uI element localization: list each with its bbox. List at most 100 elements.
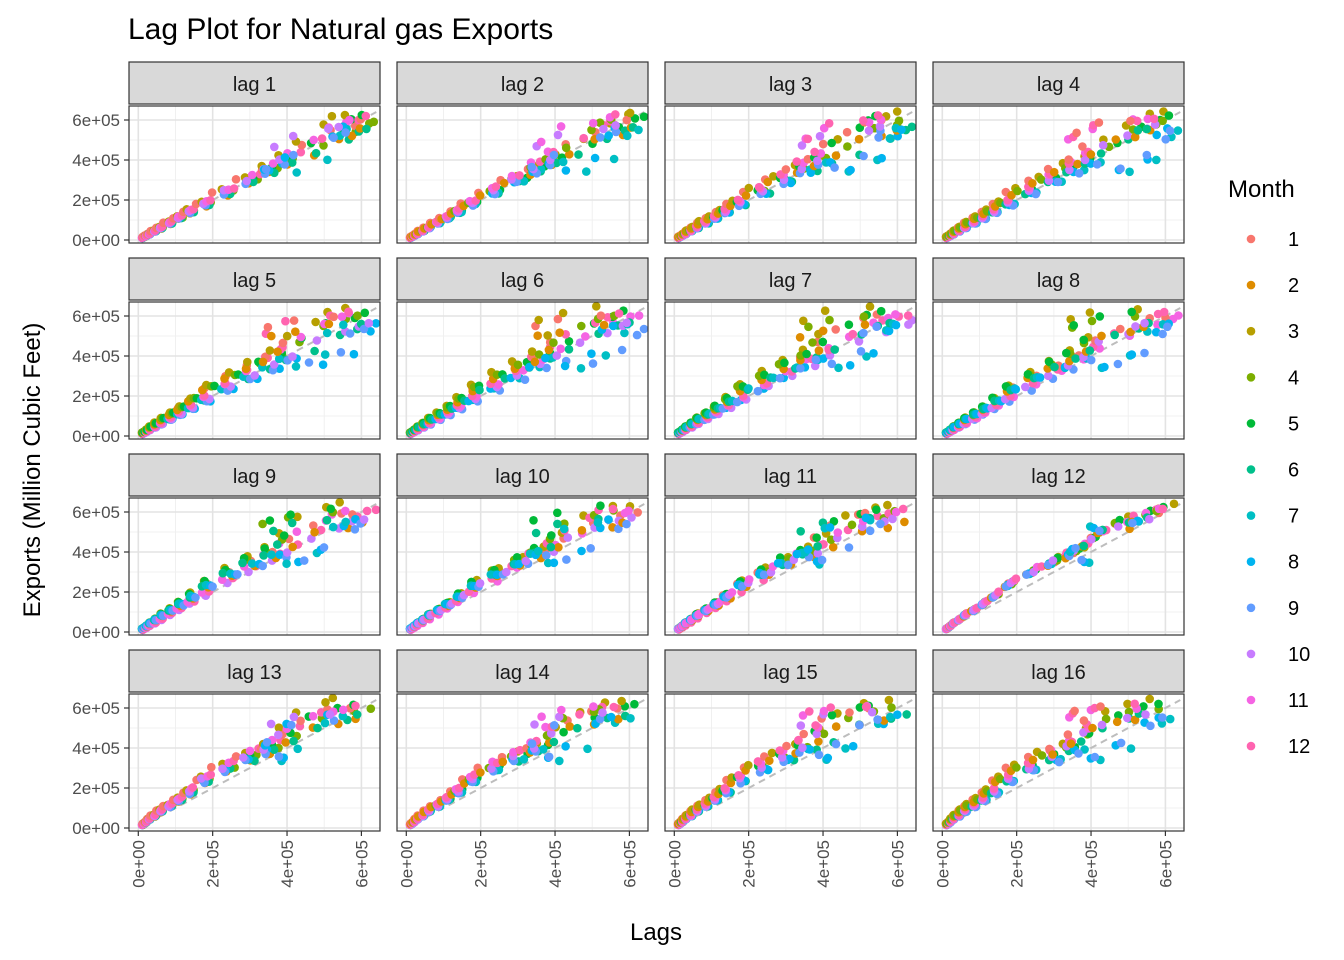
data-point xyxy=(1127,350,1137,359)
data-point xyxy=(780,358,789,368)
data-point xyxy=(888,514,897,524)
data-point xyxy=(539,745,548,754)
data-point xyxy=(206,196,215,205)
data-point xyxy=(1086,355,1096,365)
facet-label: lag 11 xyxy=(764,466,817,488)
data-point xyxy=(1101,714,1111,724)
y-tick-label: 0e+00 xyxy=(72,231,120,250)
data-point xyxy=(218,764,227,773)
facet-label: lag 5 xyxy=(233,270,276,292)
data-point xyxy=(329,312,339,322)
facet-strip xyxy=(128,649,381,693)
data-point xyxy=(887,703,896,712)
data-point xyxy=(560,361,570,371)
facet-panel: lag 8 xyxy=(932,257,1185,440)
facet-label: lag 2 xyxy=(501,74,544,96)
data-point xyxy=(827,710,837,720)
data-point xyxy=(1152,130,1161,140)
data-point xyxy=(744,183,754,193)
legend-label: 4 xyxy=(1288,367,1299,389)
data-point xyxy=(341,128,350,137)
data-point xyxy=(1011,385,1021,394)
data-point xyxy=(287,518,297,528)
panel-border xyxy=(128,497,381,636)
panel-border xyxy=(396,497,649,636)
data-point xyxy=(1062,348,1071,358)
facet-panel: lag 13 0e+00 2e+05 4e+05 6e+05 0e+00 2e+05 4e+0… xyxy=(72,649,381,888)
data-point xyxy=(1158,504,1168,514)
data-point xyxy=(1165,126,1175,135)
data-point xyxy=(634,311,644,320)
data-point xyxy=(576,364,586,373)
data-point xyxy=(622,115,632,125)
data-point xyxy=(875,122,885,131)
data-point xyxy=(854,337,864,346)
facet-strip xyxy=(396,649,649,693)
facet-strip xyxy=(664,649,917,693)
data-point xyxy=(531,528,541,538)
data-point xyxy=(1159,307,1169,317)
data-point xyxy=(289,150,298,160)
data-point xyxy=(855,720,864,730)
data-point xyxy=(371,505,381,515)
facet-panel: lag 2 xyxy=(396,61,649,244)
data-point xyxy=(601,351,611,360)
data-point xyxy=(279,531,289,540)
data-point xyxy=(811,721,820,730)
data-point xyxy=(1163,322,1172,332)
data-point xyxy=(639,324,649,334)
data-point xyxy=(546,729,556,738)
data-point xyxy=(1142,124,1152,134)
facet-label: lag 10 xyxy=(495,466,550,488)
panel-border xyxy=(396,301,649,440)
data-point xyxy=(345,329,355,338)
data-point xyxy=(544,752,554,762)
data-point xyxy=(617,696,626,706)
data-point xyxy=(542,363,551,373)
y-tick-label: 2e+05 xyxy=(72,779,120,798)
data-point xyxy=(338,705,348,715)
reference-line xyxy=(405,699,645,829)
data-point xyxy=(786,178,796,188)
data-point xyxy=(565,722,575,731)
data-point xyxy=(191,593,200,602)
data-point xyxy=(512,553,522,562)
data-point xyxy=(883,500,892,510)
data-point xyxy=(312,336,322,345)
data-point xyxy=(291,327,300,337)
data-point xyxy=(773,558,783,568)
data-point xyxy=(274,730,283,740)
data-point xyxy=(549,737,559,747)
x-tick-label: 2e+05 xyxy=(204,840,223,888)
data-point xyxy=(1116,164,1125,173)
legend-label: 5 xyxy=(1288,413,1299,435)
data-point xyxy=(282,548,292,557)
facet-strip xyxy=(932,453,1185,497)
data-point xyxy=(515,745,525,755)
facet-panel: lag 6 xyxy=(396,257,649,440)
panel-border xyxy=(932,301,1185,440)
data-point xyxy=(819,706,829,716)
data-point xyxy=(1123,713,1132,723)
legend-key xyxy=(1246,234,1256,244)
facet-panel: lag 11 xyxy=(664,453,917,636)
data-point xyxy=(1164,111,1174,120)
data-point xyxy=(611,121,620,130)
data-point xyxy=(1094,118,1104,127)
data-point xyxy=(250,371,259,380)
data-point xyxy=(829,517,839,526)
data-point xyxy=(847,520,857,530)
data-point xyxy=(296,147,306,157)
data-point xyxy=(574,150,583,159)
legend-key xyxy=(1246,280,1256,290)
data-point xyxy=(1126,116,1135,126)
data-point xyxy=(1013,186,1022,196)
data-point xyxy=(744,575,754,584)
data-point xyxy=(1169,499,1179,509)
x-tick-label: 4e+05 xyxy=(814,840,833,888)
facet-label: lag 12 xyxy=(1031,466,1086,488)
data-point xyxy=(798,711,808,720)
x-tick-label: 6e+05 xyxy=(1156,840,1175,888)
data-point xyxy=(1161,135,1170,144)
data-point xyxy=(818,139,828,149)
